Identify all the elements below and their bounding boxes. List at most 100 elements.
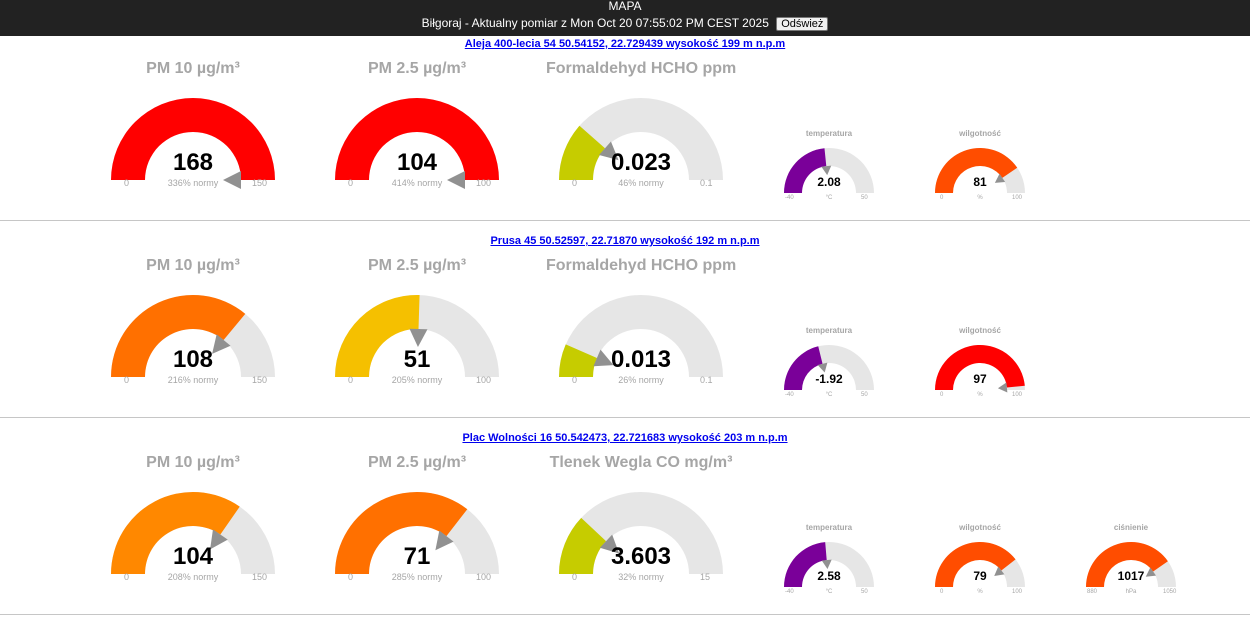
- main-gauge: Tlenek Wegla CO mg/m³ 3.603 0 32% normy 15: [546, 454, 736, 584]
- gauge-title: PM 2.5 µg/m³: [367, 454, 467, 471]
- small-gauge: wilgotność 81 0% 100: [930, 129, 1030, 204]
- gauge-title: Formaldehyd HCHO ppm: [546, 257, 737, 274]
- gauge-dial: [559, 492, 723, 574]
- small-gauge: wilgotność 79 0% 100: [930, 523, 1030, 598]
- gauge-title: wilgotność: [959, 129, 1001, 138]
- gauge-min-label: 0: [572, 178, 578, 188]
- gauge-max-label: 100: [1012, 392, 1023, 398]
- gauge-track: [559, 492, 723, 574]
- gauge-level-arc: [559, 344, 597, 377]
- gauge-track: [559, 98, 723, 180]
- gauge-level-arc: [935, 345, 1025, 390]
- gauge-track: [559, 295, 723, 377]
- section-divider: [0, 614, 1250, 615]
- gauge-title: PM 2.5 µg/m³: [367, 60, 467, 77]
- gauge-min-label: 0: [124, 572, 130, 582]
- gauge-level-arc: [784, 148, 827, 193]
- gauge-needle: [994, 566, 1005, 576]
- gauge-norm-percent: 414% normy: [391, 178, 443, 188]
- gauge-level-arc: [335, 492, 468, 574]
- gauge-level-arc: [335, 294, 420, 377]
- gauge-max-label: 0.1: [700, 375, 713, 385]
- gauge-min-label: 0: [124, 375, 130, 385]
- gauge-max-label: 1050: [1163, 589, 1177, 595]
- gauge-unit: °C: [825, 589, 833, 595]
- small-gauge: temperatura -1.92 -40 °C 50: [779, 326, 879, 401]
- main-gauge: PM 10 µg/m³ 168 0 336% normy 150: [98, 60, 288, 190]
- gauge-max-label: 15: [700, 572, 711, 582]
- main-gauge: PM 10 µg/m³ 108 0 216% normy 150: [98, 257, 288, 387]
- measurement-row: Biłgoraj - Aktualny pomiar z Mon Oct 20 …: [0, 16, 1250, 31]
- gauge-dial: [111, 98, 275, 189]
- gauge-needle: [821, 165, 832, 176]
- gauge-max-label: 50: [861, 195, 868, 201]
- gauge-needle: [817, 362, 828, 373]
- gauge-max-label: 50: [861, 589, 868, 595]
- gauge-min-label: 0: [124, 178, 130, 188]
- gauge-min-label: -40: [785, 392, 794, 398]
- gauge-norm-percent: 208% normy: [167, 572, 219, 582]
- gauge-level-arc: [784, 542, 827, 587]
- gauge-min-label: -40: [785, 589, 794, 595]
- gauge-unit: hPa: [1125, 589, 1137, 595]
- gauge-title: PM 10 µg/m³: [146, 257, 240, 274]
- gauge-min-label: 0: [348, 572, 354, 582]
- top-header: MAPA Biłgoraj - Aktualny pomiar z Mon Oc…: [0, 0, 1250, 36]
- gauge-value: 79: [973, 569, 987, 583]
- gauge-title: wilgotność: [959, 326, 1001, 335]
- gauge-value: 51: [403, 346, 431, 373]
- gauge-max-label: 150: [252, 375, 268, 385]
- small-gauge: temperatura 2.58 -40 °C 50: [779, 523, 879, 598]
- gauge-unit: °C: [825, 195, 833, 201]
- station-location-link[interactable]: Aleja 400-lecia 54 50.54152, 22.729439 w…: [464, 38, 786, 50]
- gauge-title: PM 10 µg/m³: [146, 454, 240, 471]
- gauge-needle: [435, 530, 454, 551]
- gauge-needle: [223, 171, 241, 189]
- gauge-max-label: 100: [476, 375, 492, 385]
- gauge-value: 2.08: [817, 175, 841, 189]
- gauge-min-label: 0: [348, 375, 354, 385]
- gauge-value: 2.58: [817, 569, 841, 583]
- gauge-unit: %: [977, 195, 983, 201]
- gauge-max-label: 150: [252, 178, 268, 188]
- measurement-time: Biłgoraj - Aktualny pomiar z Mon Oct 20 …: [421, 16, 769, 30]
- gauge-dial: [335, 492, 499, 574]
- station-panel: Plac Wolności 16 50.542473, 22.721683 wy…: [0, 431, 1250, 627]
- gauge-needle: [994, 173, 1006, 183]
- gauge-dial: [335, 98, 499, 189]
- gauge-min-label: 880: [1087, 589, 1098, 595]
- gauge-title: wilgotność: [959, 523, 1001, 532]
- gauge-dial: [935, 345, 1025, 393]
- gauge-value: 3.603: [610, 543, 672, 570]
- refresh-button[interactable]: Odśwież: [776, 17, 829, 31]
- gauge-dial: [935, 541, 1025, 587]
- gauge-min-label: 0: [348, 178, 354, 188]
- gauge-title: PM 2.5 µg/m³: [367, 257, 467, 274]
- gauge-norm-percent: 216% normy: [167, 375, 219, 385]
- station-location-link[interactable]: Plac Wolności 16 50.542473, 22.721683 wy…: [462, 432, 788, 444]
- main-gauge: PM 10 µg/m³ 104 0 208% normy 150: [98, 454, 288, 584]
- gauge-needle: [599, 141, 619, 161]
- gauge-level-arc: [1086, 541, 1168, 587]
- gauge-level-arc: [111, 98, 275, 180]
- gauge-value: 0.013: [610, 346, 672, 373]
- gauge-needle: [593, 349, 614, 367]
- gauge-max-label: 100: [476, 572, 492, 582]
- gauge-needle: [447, 171, 465, 189]
- main-gauge: Formaldehyd HCHO ppm 0.013 0 26% normy 0.1: [546, 257, 736, 387]
- gauge-dial: [111, 295, 275, 377]
- gauge-max-label: 100: [1012, 589, 1023, 595]
- gauge-level-arc: [559, 125, 605, 180]
- gauge-dial: [784, 542, 874, 587]
- gauge-value: 0.023: [610, 149, 672, 176]
- gauge-needle: [210, 529, 228, 550]
- gauge-dial: [559, 98, 723, 180]
- gauge-dial: [784, 345, 874, 390]
- gauge-needle: [997, 382, 1008, 393]
- gauge-dial: [1086, 541, 1176, 587]
- gauge-min-label: -40: [785, 195, 794, 201]
- gauge-norm-percent: 336% normy: [167, 178, 219, 188]
- gauge-value: 108: [172, 346, 214, 373]
- gauge-value: 104: [396, 149, 438, 176]
- station-location-link[interactable]: Prusa 45 50.52597, 22.71870 wysokość 192…: [490, 235, 760, 247]
